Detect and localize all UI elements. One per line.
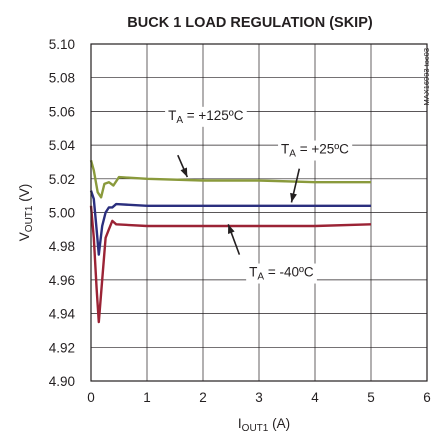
y-tick-labels: 5.10 5.08 5.06 5.04 5.02 5.00 4.98 4.96 4.94 4.92…	[49, 37, 76, 389]
y-tick-label: 4.94	[49, 307, 76, 322]
y-axis-label: VOUT1 (V)	[17, 184, 35, 241]
y-tick-label: 4.92	[49, 340, 75, 355]
y-axis-label-main: V	[17, 232, 32, 241]
series-line-0	[89, 159, 371, 199]
y-tick-label: 4.96	[49, 273, 75, 288]
y-tick-label: 4.90	[49, 374, 75, 389]
x-tick-label: 1	[143, 390, 151, 405]
x-tick-label: 4	[311, 390, 319, 405]
y-tick-label: 5.02	[49, 172, 75, 187]
x-axis-label-sub: OUT1	[242, 423, 269, 434]
annotation-label-rest: = +25ºC	[296, 142, 349, 157]
chart-title: BUCK 1 LOAD REGULATION (SKIP)	[127, 15, 373, 31]
annotation-background	[278, 140, 353, 161]
y-axis-label-sub: OUT1	[24, 205, 35, 232]
annotation-label-rest: = +125ºC	[183, 108, 244, 123]
y-axis-label-unit: (V)	[17, 184, 32, 206]
annotation-background	[246, 263, 317, 284]
annotation-label-rest: = -40ºC	[264, 265, 314, 280]
annotation-label-main: T	[168, 108, 176, 123]
grid	[91, 44, 427, 381]
series-line-1	[89, 190, 371, 256]
y-tick-label: 5.10	[49, 37, 75, 52]
annotation-arrow-head	[180, 167, 188, 178]
x-tick-label: 3	[255, 390, 263, 405]
y-tick-label: 5.04	[49, 138, 76, 153]
annotation-arrow-head	[290, 192, 297, 203]
x-axis-label-unit: (A)	[268, 416, 290, 431]
x-tick-label: 2	[199, 390, 207, 405]
x-axis-label: IOUT1 (A)	[238, 416, 290, 434]
x-axis-label-main: I	[238, 416, 242, 431]
annotation-arrow-head	[228, 224, 235, 234]
series-line-2	[89, 205, 372, 324]
x-tick-label: 6	[423, 390, 431, 405]
y-tick-label: 5.00	[49, 206, 75, 221]
annotation-label-sub: A	[176, 115, 183, 126]
y-tick-label: 5.08	[49, 71, 75, 86]
annotation-background	[165, 106, 247, 127]
series-group	[89, 159, 372, 324]
y-tick-label: 5.06	[49, 104, 75, 119]
x-tick-labels: 0 1 2 3 4 5 6	[87, 390, 431, 405]
x-tick-label: 5	[367, 390, 375, 405]
annotation-label-main: T	[249, 265, 257, 280]
annotation-label-0: TA = +125ºC	[168, 108, 244, 126]
y-tick-label: 4.98	[49, 239, 75, 254]
x-tick-label: 0	[87, 390, 95, 405]
annotation-label-1: TA = +25ºC	[281, 142, 349, 160]
annotation-label-sub: A	[257, 272, 264, 283]
annotation-label-sub: A	[289, 149, 296, 160]
annotation-label-main: T	[281, 142, 289, 157]
plot-frame	[90, 43, 428, 382]
annotation-label-2: TA = -40ºC	[249, 265, 314, 283]
